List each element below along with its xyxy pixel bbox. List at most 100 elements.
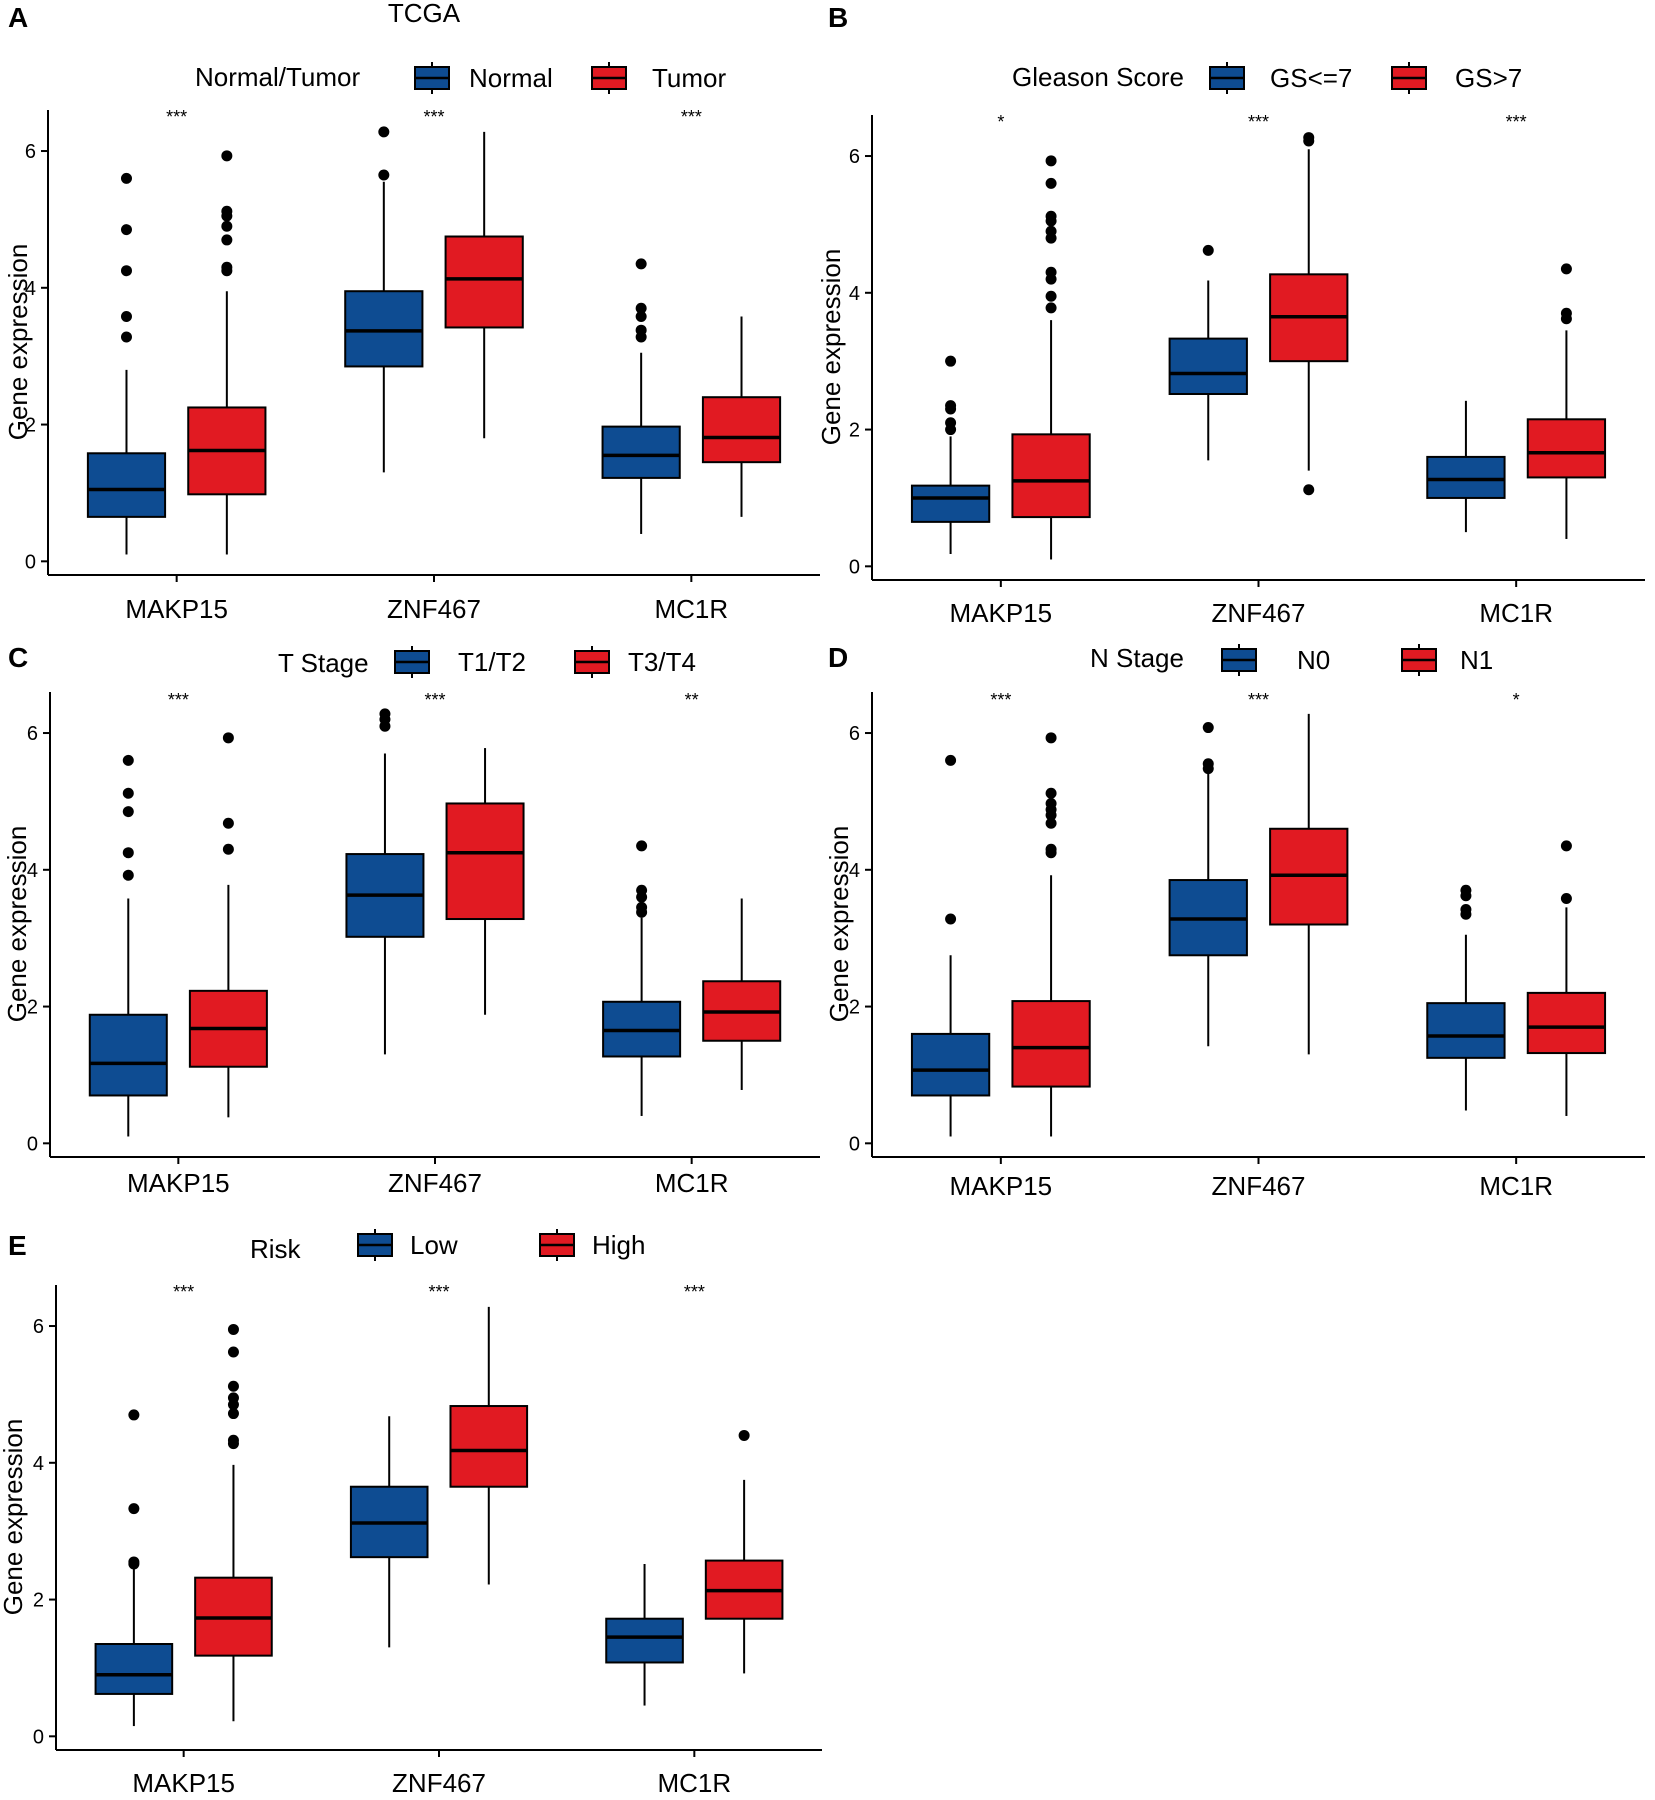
outlier-point xyxy=(1560,263,1572,275)
outlier-point xyxy=(120,265,132,277)
y-tick-label: 4 xyxy=(33,1453,44,1475)
legend-title: Risk xyxy=(250,1234,302,1264)
x-tick-label-makp15: MAKP15 xyxy=(950,598,1053,628)
legend: Risk Low High xyxy=(250,1229,645,1264)
y-axis-label: Gene expression xyxy=(824,826,854,1023)
outlier-point xyxy=(122,847,134,859)
box-makp15-group1 xyxy=(910,355,991,555)
iqr-box xyxy=(605,1617,684,1664)
box-mc1r-group1 xyxy=(605,1564,684,1706)
box-znf467-group2 xyxy=(1269,132,1349,496)
outlier-point xyxy=(945,913,957,925)
outlier-point xyxy=(221,150,233,162)
iqr-box xyxy=(910,484,991,523)
outlier-point xyxy=(738,1429,750,1441)
box-znf467-group2 xyxy=(1269,713,1349,1055)
outlier-point xyxy=(378,169,390,181)
outlier-point xyxy=(227,1323,239,1335)
legend-label-group1: Low xyxy=(410,1230,458,1260)
outlier-point xyxy=(122,787,134,799)
y-tick-label: 6 xyxy=(25,141,36,163)
outlier-point xyxy=(1202,758,1214,770)
x-tick-label-znf467: ZNF467 xyxy=(388,1168,482,1198)
outlier-point xyxy=(120,172,132,184)
y-tick-label: 6 xyxy=(27,723,38,745)
outlier-point xyxy=(636,901,648,913)
y-tick-label: 0 xyxy=(849,1133,860,1155)
outlier-point xyxy=(122,869,134,881)
y-tick-label: 4 xyxy=(849,283,860,305)
significance-label: *** xyxy=(166,107,187,127)
x-tick-label-znf467: ZNF467 xyxy=(387,594,481,624)
outlier-point xyxy=(1045,732,1057,744)
panel-b: B Gleason Score GS<=7 GS>7 0 2 4 6 Gene expressi… xyxy=(816,2,1645,628)
outlier-point xyxy=(222,732,234,744)
outlier-point xyxy=(227,1408,239,1420)
panel-letter: D xyxy=(828,642,848,673)
outlier-point xyxy=(227,1346,239,1358)
y-tick-label: 0 xyxy=(25,551,36,573)
y-tick-label: 0 xyxy=(33,1726,44,1748)
significance-label: *** xyxy=(1248,112,1269,132)
legend-title: Gleason Score xyxy=(1012,62,1184,92)
outlier-point xyxy=(945,754,957,766)
outlier-point xyxy=(1560,307,1572,319)
legend-key-group2 xyxy=(574,646,610,678)
outlier-point xyxy=(635,258,647,270)
iqr-box xyxy=(1426,455,1506,499)
significance-label: *** xyxy=(424,690,445,710)
panel-letter: A xyxy=(8,2,28,33)
y-tick-label: 2 xyxy=(849,997,860,1019)
outlier-point xyxy=(1045,155,1057,167)
outlier-point xyxy=(1045,787,1057,799)
outlier-point xyxy=(635,302,647,314)
outlier-point xyxy=(636,884,648,896)
outlier-point xyxy=(378,126,390,138)
outlier-point xyxy=(122,806,134,818)
box-mc1r-group1 xyxy=(602,840,682,1116)
outlier-point xyxy=(222,843,234,855)
box-mc1r-group2 xyxy=(1526,840,1607,1116)
significance-label: *** xyxy=(423,107,444,127)
legend-key-group1 xyxy=(414,62,450,94)
panel-a: A TCGA Normal/Tumor Normal Tumor 0 2 4 6 Gene exp… xyxy=(3,0,820,624)
outlier-point xyxy=(1202,722,1214,734)
legend: T Stage T1/T2 T3/T4 xyxy=(278,646,696,678)
iqr-box xyxy=(1426,1002,1506,1059)
outlier-point xyxy=(1045,797,1057,809)
box-znf467-group1 xyxy=(344,126,424,473)
outlier-point xyxy=(1460,884,1472,896)
iqr-box xyxy=(86,452,167,518)
outlier-point xyxy=(1045,290,1057,302)
iqr-box xyxy=(1011,1000,1091,1088)
outlier-point xyxy=(120,224,132,236)
iqr-box xyxy=(344,290,424,368)
iqr-box xyxy=(1526,991,1607,1055)
legend-key-group1 xyxy=(1209,62,1245,94)
iqr-box xyxy=(1168,337,1248,395)
outlier-point xyxy=(945,355,957,367)
y-tick-label: 0 xyxy=(849,556,860,578)
legend: Normal/Tumor Normal Tumor xyxy=(195,62,726,94)
panel-title: TCGA xyxy=(388,0,461,28)
panel-letter: E xyxy=(8,1230,27,1261)
significance-label: * xyxy=(997,112,1004,132)
outlier-point xyxy=(1045,210,1057,222)
significance-label: *** xyxy=(1248,690,1269,710)
y-tick-label: 2 xyxy=(849,420,860,442)
outlier-point xyxy=(120,311,132,323)
iqr-box xyxy=(449,1405,529,1488)
panel-c: C T Stage T1/T2 T3/T4 0 2 4 6 Gene expression MAK… xyxy=(2,642,820,1198)
significance-label: * xyxy=(1513,690,1520,710)
legend-key-group1 xyxy=(394,646,430,678)
iqr-box xyxy=(1526,418,1607,479)
y-tick-label: 6 xyxy=(33,1316,44,1338)
box-makp15-group1 xyxy=(910,754,991,1137)
outlier-point xyxy=(128,1409,140,1421)
legend-key-group2 xyxy=(591,62,627,94)
significance-label: *** xyxy=(1506,112,1527,132)
y-axis-label: Gene expression xyxy=(816,249,846,446)
box-mc1r-group2 xyxy=(704,1429,784,1674)
